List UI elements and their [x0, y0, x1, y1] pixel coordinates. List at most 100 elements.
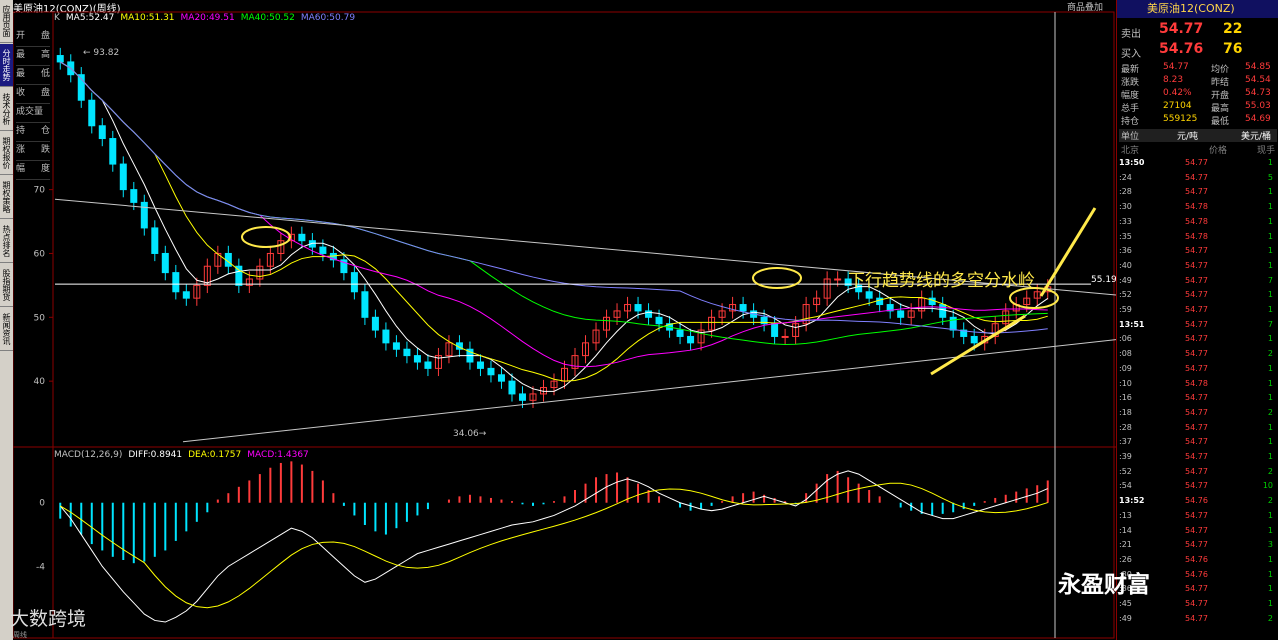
tick-volume: 2: [1267, 407, 1273, 417]
tick-price: 54.77: [1185, 246, 1208, 256]
tick-price: 54.77: [1185, 422, 1208, 432]
candle-body: [697, 329, 705, 344]
tick-time: :30: [1119, 569, 1132, 579]
ma20-line: [59, 61, 1048, 368]
ma40-line: [59, 61, 1048, 345]
tick-row: :24 54.77 5: [1119, 173, 1277, 187]
tick-time: :52: [1119, 466, 1132, 476]
tick-price: 54.77: [1185, 613, 1208, 623]
left-tab-3[interactable]: 期权报价: [0, 132, 13, 175]
tick-volume: 1: [1267, 246, 1273, 256]
unit-alt[interactable]: 美元/桶: [1241, 132, 1272, 142]
overlay-link[interactable]: 商品叠加: [1066, 3, 1103, 13]
stat-cell: 涨跌: [1121, 78, 1140, 88]
tick-time: :06: [1119, 334, 1132, 344]
left-tab-2[interactable]: 技术分析: [0, 88, 13, 131]
tick-row: 13:50 54.77 1: [1119, 158, 1277, 172]
ohlc-label: 最高: [16, 47, 50, 66]
tick-row: :59 54.77 1: [1119, 305, 1277, 319]
candle-body: [298, 233, 306, 242]
left-tab-7[interactable]: 新闻资讯: [0, 308, 13, 351]
tick-price: 54.77: [1185, 437, 1208, 447]
tick-time: :08: [1119, 349, 1132, 359]
stat-cell: 54.54: [1245, 75, 1271, 85]
tick-time: :40: [1119, 260, 1132, 270]
time-axis: 周线: [13, 631, 27, 639]
annotation-arrow: [1039, 207, 1097, 297]
candle-body: [98, 125, 106, 140]
candle-body: [634, 304, 642, 312]
tick-time: :09: [1119, 363, 1132, 373]
legend-entry: MA20:49.51: [180, 13, 235, 23]
ticks-header: 北京 价格 现手: [1119, 143, 1277, 156]
candle-body: [277, 240, 285, 254]
tick-volume: 1: [1267, 363, 1273, 373]
candle-body: [949, 316, 957, 331]
tick-volume: 1: [1267, 599, 1273, 608]
stat-cell: 54.85: [1245, 62, 1271, 72]
logo-watermark: 大数跨境: [10, 608, 87, 630]
price-tick-label: 50: [34, 313, 46, 323]
tick-row: :49 54.77 7: [1119, 276, 1277, 290]
left-tab-4[interactable]: 期权策略: [0, 176, 13, 219]
left-tab-0[interactable]: 应用页面: [0, 0, 13, 43]
candle-body: [256, 265, 264, 280]
unit-label: 单位: [1121, 132, 1140, 142]
tick-price: 54.78: [1185, 202, 1208, 212]
candle-body: [918, 297, 926, 312]
tick-volume: 1: [1267, 305, 1273, 314]
ohlc-label-char: 跌: [40, 145, 50, 155]
tick-row: :09 54.77 1: [1119, 364, 1277, 378]
candle-body: [434, 355, 442, 369]
tick-time: :28: [1119, 187, 1132, 197]
left-tab-5[interactable]: 热点排名: [0, 220, 13, 263]
highlight-ellipse: [241, 226, 291, 248]
price-chart[interactable]: 40 50 60 70 0 -4 55.19 ← 93.82 34.06→: [13, 0, 1116, 640]
unit-value: 元/吨: [1177, 132, 1199, 142]
ohlc-label-char: 持: [16, 126, 26, 136]
candle-body: [497, 374, 505, 382]
candle-body: [518, 393, 526, 401]
candle-body: [371, 316, 379, 331]
tick-price: 54.77: [1185, 481, 1208, 491]
price-tick-label: 70: [34, 186, 46, 196]
tick-row: :33 54.78 1: [1119, 217, 1277, 231]
macd-legend: MACD(12,26,9) DIFF:0.8941 DEA:0.1757 MACD:1…: [54, 450, 315, 460]
tick-row: :06 54.77 1: [1119, 334, 1277, 348]
left-tab-1[interactable]: 分时走势: [0, 44, 13, 87]
tick-volume: 1: [1267, 231, 1273, 241]
ohlc-label-char: 低: [40, 69, 50, 79]
ohlc-label-char: 高: [40, 50, 50, 60]
tick-volume: 1: [1267, 452, 1273, 461]
macd-tick-label: 0: [39, 499, 45, 509]
tick-volume: 2: [1267, 496, 1273, 506]
tick-price: 54.77: [1185, 334, 1208, 344]
candle-body: [476, 361, 484, 369]
candle-body: [655, 316, 663, 325]
tick-price: 54.77: [1185, 290, 1208, 300]
macd-tick-label: -4: [36, 562, 45, 572]
stat-cell: 0.42%: [1163, 88, 1192, 98]
tick-time: :16: [1119, 393, 1132, 403]
legend-entry: MA40:50.52: [240, 13, 295, 23]
stat-cell: 持仓: [1121, 117, 1140, 127]
tick-row: :13 54.77 1: [1119, 511, 1277, 525]
tick-volume: 1: [1267, 187, 1273, 197]
left-tab-6[interactable]: 股指期货: [0, 264, 13, 307]
tick-volume: 3: [1267, 540, 1273, 550]
tick-time: 13:50: [1119, 158, 1145, 167]
ticks-header-vol: 现手: [1257, 146, 1276, 156]
candle-body: [382, 329, 390, 344]
tick-price: 54.77: [1185, 158, 1208, 167]
tick-time: 13:52: [1119, 496, 1145, 506]
tick-price: 54.77: [1185, 525, 1208, 535]
tick-volume: 1: [1267, 584, 1273, 594]
candle-body: [424, 361, 432, 369]
candle-body: [834, 278, 842, 281]
stat-cell: 幅度: [1121, 91, 1140, 101]
buy-price: 54.76: [1159, 41, 1204, 57]
annotation-arrow: [930, 314, 1026, 376]
stat-cell: 54.73: [1245, 88, 1271, 98]
tick-volume: 1: [1267, 290, 1273, 300]
tick-time: :36: [1119, 584, 1132, 594]
